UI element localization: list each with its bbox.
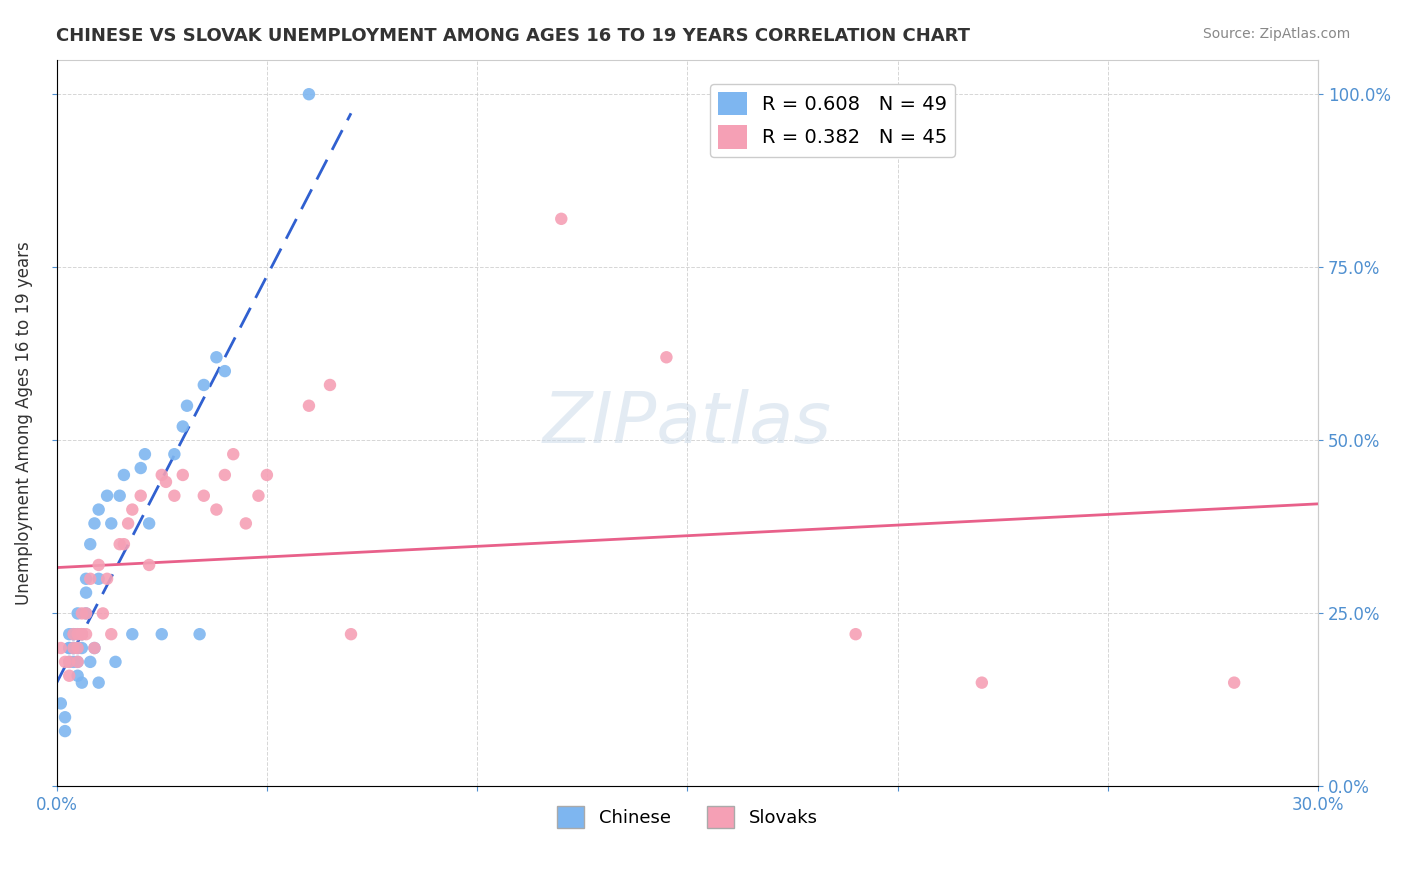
Text: ZIPatlas: ZIPatlas bbox=[543, 389, 832, 458]
Point bbox=[66, 655, 89, 669]
Point bbox=[1223, 675, 1246, 690]
Point bbox=[79, 572, 101, 586]
Point bbox=[108, 489, 131, 503]
Point bbox=[193, 378, 215, 392]
Y-axis label: Unemployment Among Ages 16 to 19 years: Unemployment Among Ages 16 to 19 years bbox=[15, 241, 32, 605]
Point bbox=[163, 489, 186, 503]
Point bbox=[79, 537, 101, 551]
Point bbox=[53, 710, 76, 724]
Point bbox=[66, 627, 89, 641]
Point bbox=[53, 724, 76, 739]
Point bbox=[970, 675, 993, 690]
Point bbox=[108, 537, 131, 551]
Point bbox=[163, 447, 186, 461]
Point bbox=[155, 475, 177, 489]
Point bbox=[121, 627, 143, 641]
Point bbox=[70, 675, 93, 690]
Point bbox=[70, 607, 93, 621]
Point bbox=[340, 627, 363, 641]
Text: Source: ZipAtlas.com: Source: ZipAtlas.com bbox=[1202, 27, 1350, 41]
Point bbox=[62, 627, 84, 641]
Point bbox=[75, 572, 97, 586]
Point bbox=[96, 572, 118, 586]
Point bbox=[247, 489, 270, 503]
Point bbox=[49, 697, 72, 711]
Point bbox=[138, 558, 160, 572]
Point bbox=[214, 364, 236, 378]
Point bbox=[70, 640, 93, 655]
Point bbox=[75, 585, 97, 599]
Point bbox=[205, 502, 228, 516]
Point bbox=[62, 627, 84, 641]
Point bbox=[83, 640, 105, 655]
Point bbox=[256, 467, 278, 482]
Point bbox=[112, 537, 135, 551]
Point bbox=[87, 502, 110, 516]
Text: CHINESE VS SLOVAK UNEMPLOYMENT AMONG AGES 16 TO 19 YEARS CORRELATION CHART: CHINESE VS SLOVAK UNEMPLOYMENT AMONG AGE… bbox=[56, 27, 970, 45]
Point bbox=[117, 516, 139, 531]
Point bbox=[75, 607, 97, 621]
Point bbox=[96, 489, 118, 503]
Point bbox=[222, 447, 245, 461]
Point bbox=[83, 516, 105, 531]
Point bbox=[87, 558, 110, 572]
Point bbox=[66, 655, 89, 669]
Point bbox=[58, 655, 80, 669]
Point bbox=[845, 627, 868, 641]
Point bbox=[75, 607, 97, 621]
Point bbox=[193, 489, 215, 503]
Point bbox=[58, 640, 80, 655]
Point bbox=[66, 607, 89, 621]
Point bbox=[87, 675, 110, 690]
Point bbox=[83, 640, 105, 655]
Point bbox=[66, 669, 89, 683]
Legend: Chinese, Slovaks: Chinese, Slovaks bbox=[550, 799, 825, 836]
Point bbox=[205, 351, 228, 365]
Point bbox=[319, 378, 342, 392]
Point bbox=[298, 87, 321, 102]
Point bbox=[62, 627, 84, 641]
Point bbox=[58, 669, 80, 683]
Point bbox=[150, 467, 173, 482]
Point bbox=[188, 627, 211, 641]
Point bbox=[70, 627, 93, 641]
Point bbox=[58, 655, 80, 669]
Point bbox=[176, 399, 198, 413]
Point bbox=[66, 640, 89, 655]
Point bbox=[112, 467, 135, 482]
Point bbox=[79, 655, 101, 669]
Point bbox=[138, 516, 160, 531]
Point bbox=[129, 489, 152, 503]
Point bbox=[87, 572, 110, 586]
Point bbox=[75, 627, 97, 641]
Point bbox=[235, 516, 257, 531]
Point bbox=[58, 640, 80, 655]
Point bbox=[53, 655, 76, 669]
Point bbox=[134, 447, 156, 461]
Point bbox=[70, 627, 93, 641]
Point bbox=[70, 627, 93, 641]
Point bbox=[655, 351, 678, 365]
Point bbox=[62, 640, 84, 655]
Point bbox=[121, 502, 143, 516]
Point bbox=[550, 211, 572, 226]
Point bbox=[62, 655, 84, 669]
Point bbox=[100, 627, 122, 641]
Point bbox=[91, 607, 114, 621]
Point bbox=[214, 467, 236, 482]
Point bbox=[129, 461, 152, 475]
Point bbox=[298, 399, 321, 413]
Point bbox=[172, 467, 194, 482]
Point bbox=[104, 655, 127, 669]
Point bbox=[58, 627, 80, 641]
Point bbox=[66, 640, 89, 655]
Point bbox=[62, 640, 84, 655]
Point bbox=[150, 627, 173, 641]
Point bbox=[70, 627, 93, 641]
Point bbox=[66, 627, 89, 641]
Point bbox=[100, 516, 122, 531]
Point bbox=[62, 640, 84, 655]
Point bbox=[49, 640, 72, 655]
Point bbox=[172, 419, 194, 434]
